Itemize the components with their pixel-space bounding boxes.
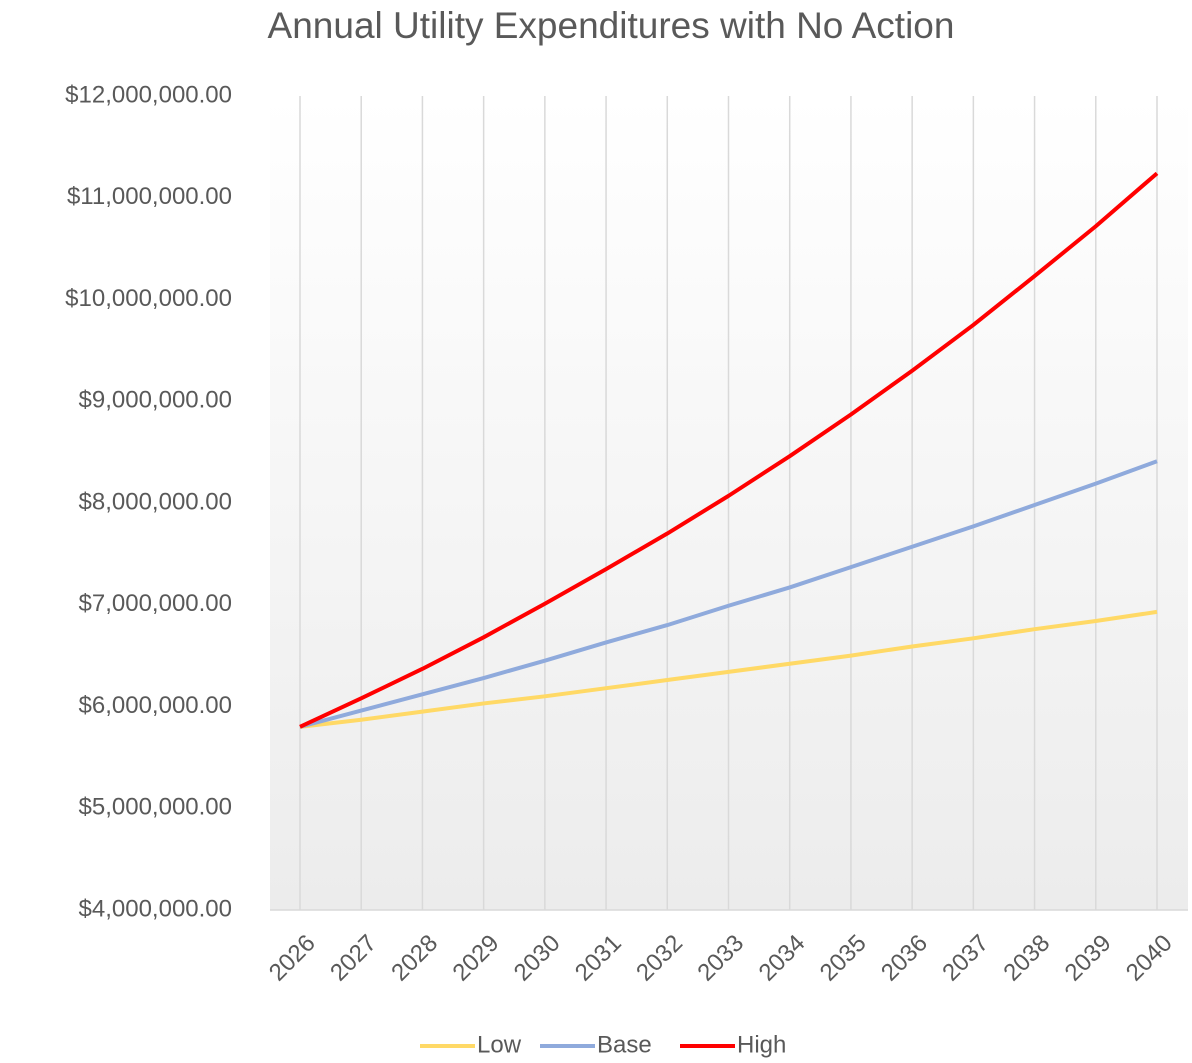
y-tick-label: $10,000,000.00 (65, 285, 232, 312)
legend-label: Low (477, 1031, 522, 1058)
chart-title: Annual Utility Expenditures with No Acti… (268, 5, 955, 46)
x-tick-label: 2026 (264, 930, 321, 987)
y-tick-label: $7,000,000.00 (79, 590, 232, 617)
x-tick-label: 2033 (692, 930, 749, 987)
legend-label: High (737, 1031, 786, 1058)
y-tick-label: $5,000,000.00 (79, 794, 232, 821)
y-tick-label: $12,000,000.00 (65, 81, 232, 108)
x-tick-label: 2029 (448, 930, 505, 987)
y-tick-label: $11,000,000.00 (67, 183, 232, 210)
x-tick-label: 2031 (570, 930, 627, 987)
x-tick-label: 2030 (509, 930, 566, 987)
x-tick-label: 2032 (631, 930, 688, 987)
x-tick-label: 2034 (754, 930, 811, 987)
series-line (299, 459, 1158, 729)
y-tick-label: $9,000,000.00 (79, 387, 232, 414)
x-tick-label: 2038 (998, 930, 1055, 987)
series-line (299, 609, 1158, 729)
y-tick-label: $6,000,000.00 (79, 692, 232, 719)
y-tick-label: $4,000,000.00 (79, 895, 232, 922)
series-line (299, 171, 1159, 729)
legend-label: Base (597, 1031, 652, 1058)
x-tick-label: 2035 (815, 930, 872, 987)
x-tick-label: 2037 (937, 930, 994, 987)
x-tick-label: 2028 (386, 930, 443, 987)
y-tick-label: $8,000,000.00 (79, 488, 232, 515)
x-tick-label: 2027 (325, 930, 382, 987)
x-tick-label: 2040 (1121, 930, 1178, 987)
x-tick-label: 2036 (876, 930, 933, 987)
x-tick-label: 2039 (1060, 930, 1117, 987)
